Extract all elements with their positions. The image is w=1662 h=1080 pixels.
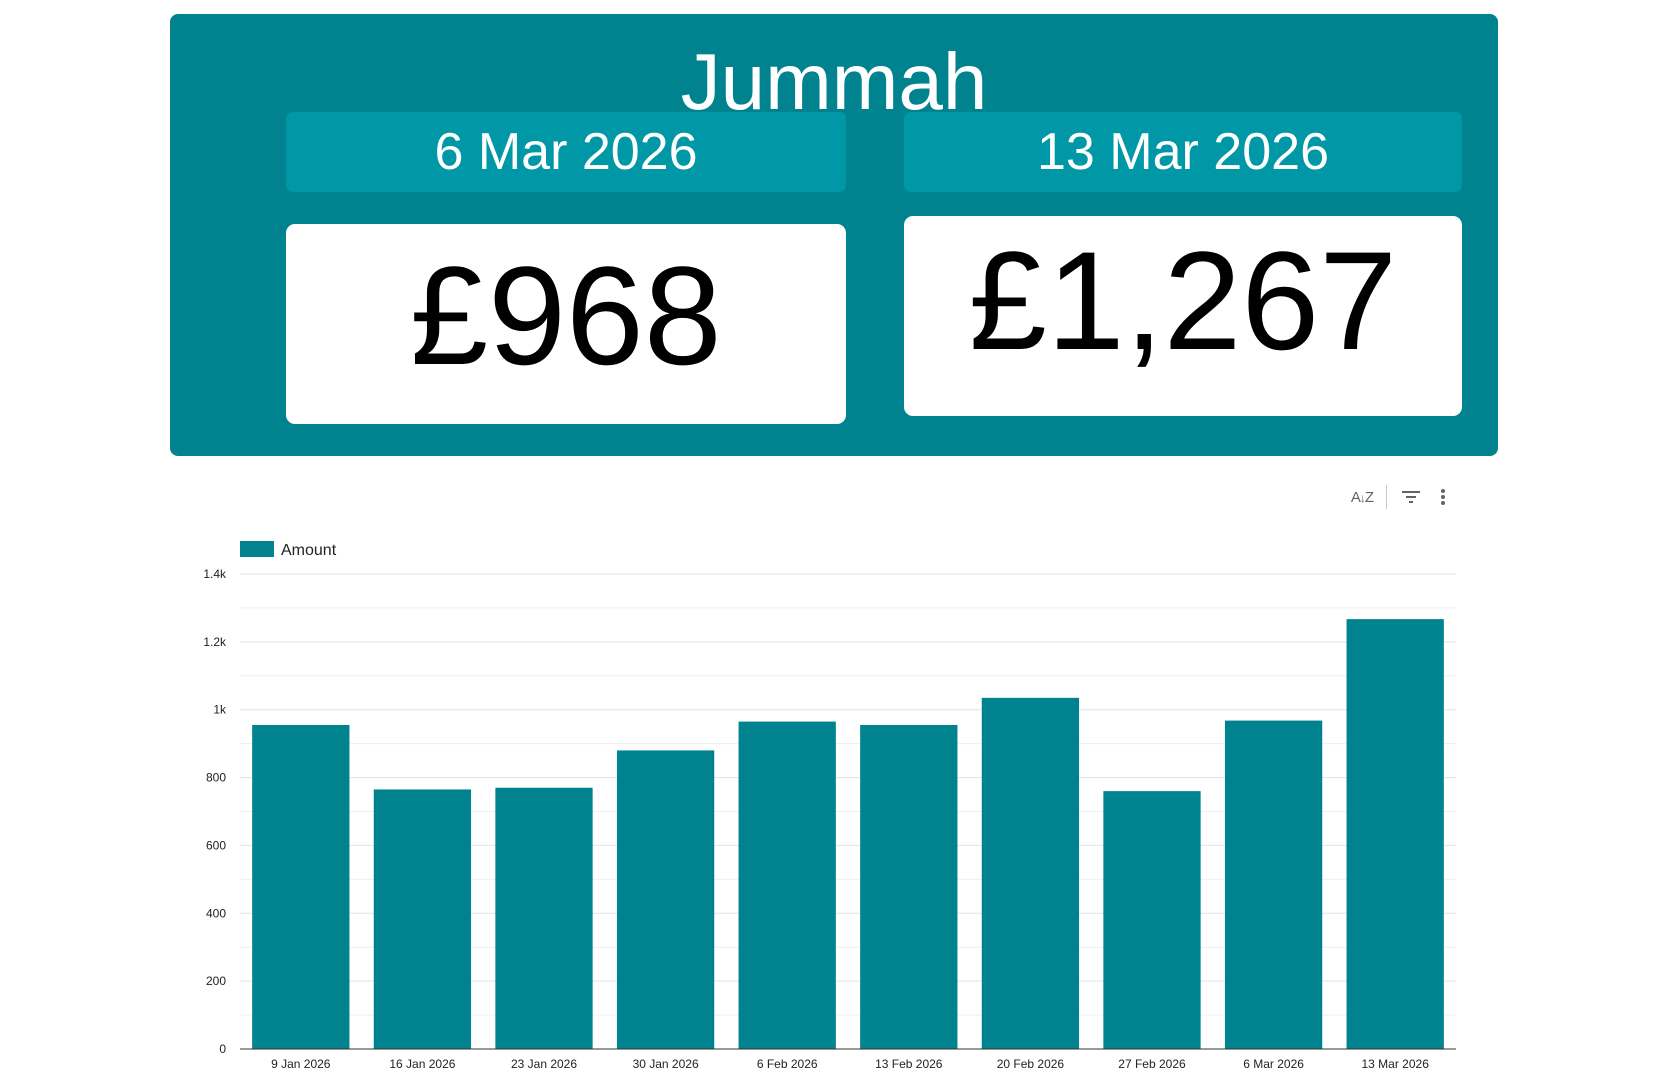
x-tick-label: 16 Jan 2026	[389, 1057, 455, 1071]
bar[interactable]	[252, 724, 350, 1049]
chart-toolbar: A↓Z	[1346, 482, 1459, 512]
y-tick-label: 400	[206, 906, 226, 920]
y-tick-label: 1.2k	[203, 635, 227, 649]
legend-label: Amount	[281, 542, 337, 559]
toolbar-divider	[1386, 485, 1387, 509]
y-tick-label: 200	[206, 974, 226, 988]
x-tick-label: 13 Feb 2026	[875, 1057, 943, 1071]
more-vert-icon[interactable]	[1427, 482, 1459, 512]
x-tick-label: 9 Jan 2026	[271, 1057, 331, 1071]
bar[interactable]	[738, 721, 836, 1049]
x-tick-label: 6 Mar 2026	[1243, 1057, 1304, 1071]
bar[interactable]	[373, 789, 472, 1049]
x-tick-label: 6 Feb 2026	[757, 1057, 818, 1071]
sort-az-icon[interactable]: A↓Z	[1350, 488, 1374, 506]
bar[interactable]	[495, 787, 593, 1049]
bar[interactable]	[860, 724, 958, 1049]
bars	[252, 619, 1444, 1049]
legend: Amount	[240, 541, 337, 559]
y-tick-label: 1k	[213, 703, 227, 717]
bar[interactable]	[1103, 791, 1201, 1049]
amount-previous: £968	[286, 224, 846, 424]
date-label-previous: 6 Mar 2026	[286, 112, 846, 192]
bar[interactable]	[616, 750, 715, 1049]
x-tick-label: 23 Jan 2026	[511, 1057, 577, 1071]
x-tick-label: 20 Feb 2026	[997, 1057, 1065, 1071]
filter-icon[interactable]	[1395, 482, 1427, 512]
bar[interactable]	[1224, 720, 1323, 1049]
y-tick-label: 1.4k	[203, 567, 227, 581]
legend-swatch	[240, 541, 274, 557]
x-tick-label: 30 Jan 2026	[633, 1057, 699, 1071]
x-tick-label: 27 Feb 2026	[1118, 1057, 1186, 1071]
y-tick-label: 600	[206, 838, 226, 852]
axes: 0 200 400 600 800 1k 1.2k 1.4k 9 Jan 2026 16 Jan …	[203, 567, 1456, 1071]
bar[interactable]	[981, 697, 1080, 1049]
bar[interactable]	[1346, 619, 1444, 1049]
amount-current: £1,267	[904, 216, 1462, 416]
y-tick-label: 0	[219, 1042, 226, 1056]
panel-title: Jummah	[680, 37, 988, 126]
y-tick-label: 800	[206, 771, 226, 785]
summary-panel: Jummah 6 Mar 2026 13 Mar 2026 £968 £1,26…	[170, 14, 1498, 456]
date-label-current: 13 Mar 2026	[904, 112, 1462, 192]
x-tick-label: 13 Mar 2026	[1362, 1057, 1430, 1071]
